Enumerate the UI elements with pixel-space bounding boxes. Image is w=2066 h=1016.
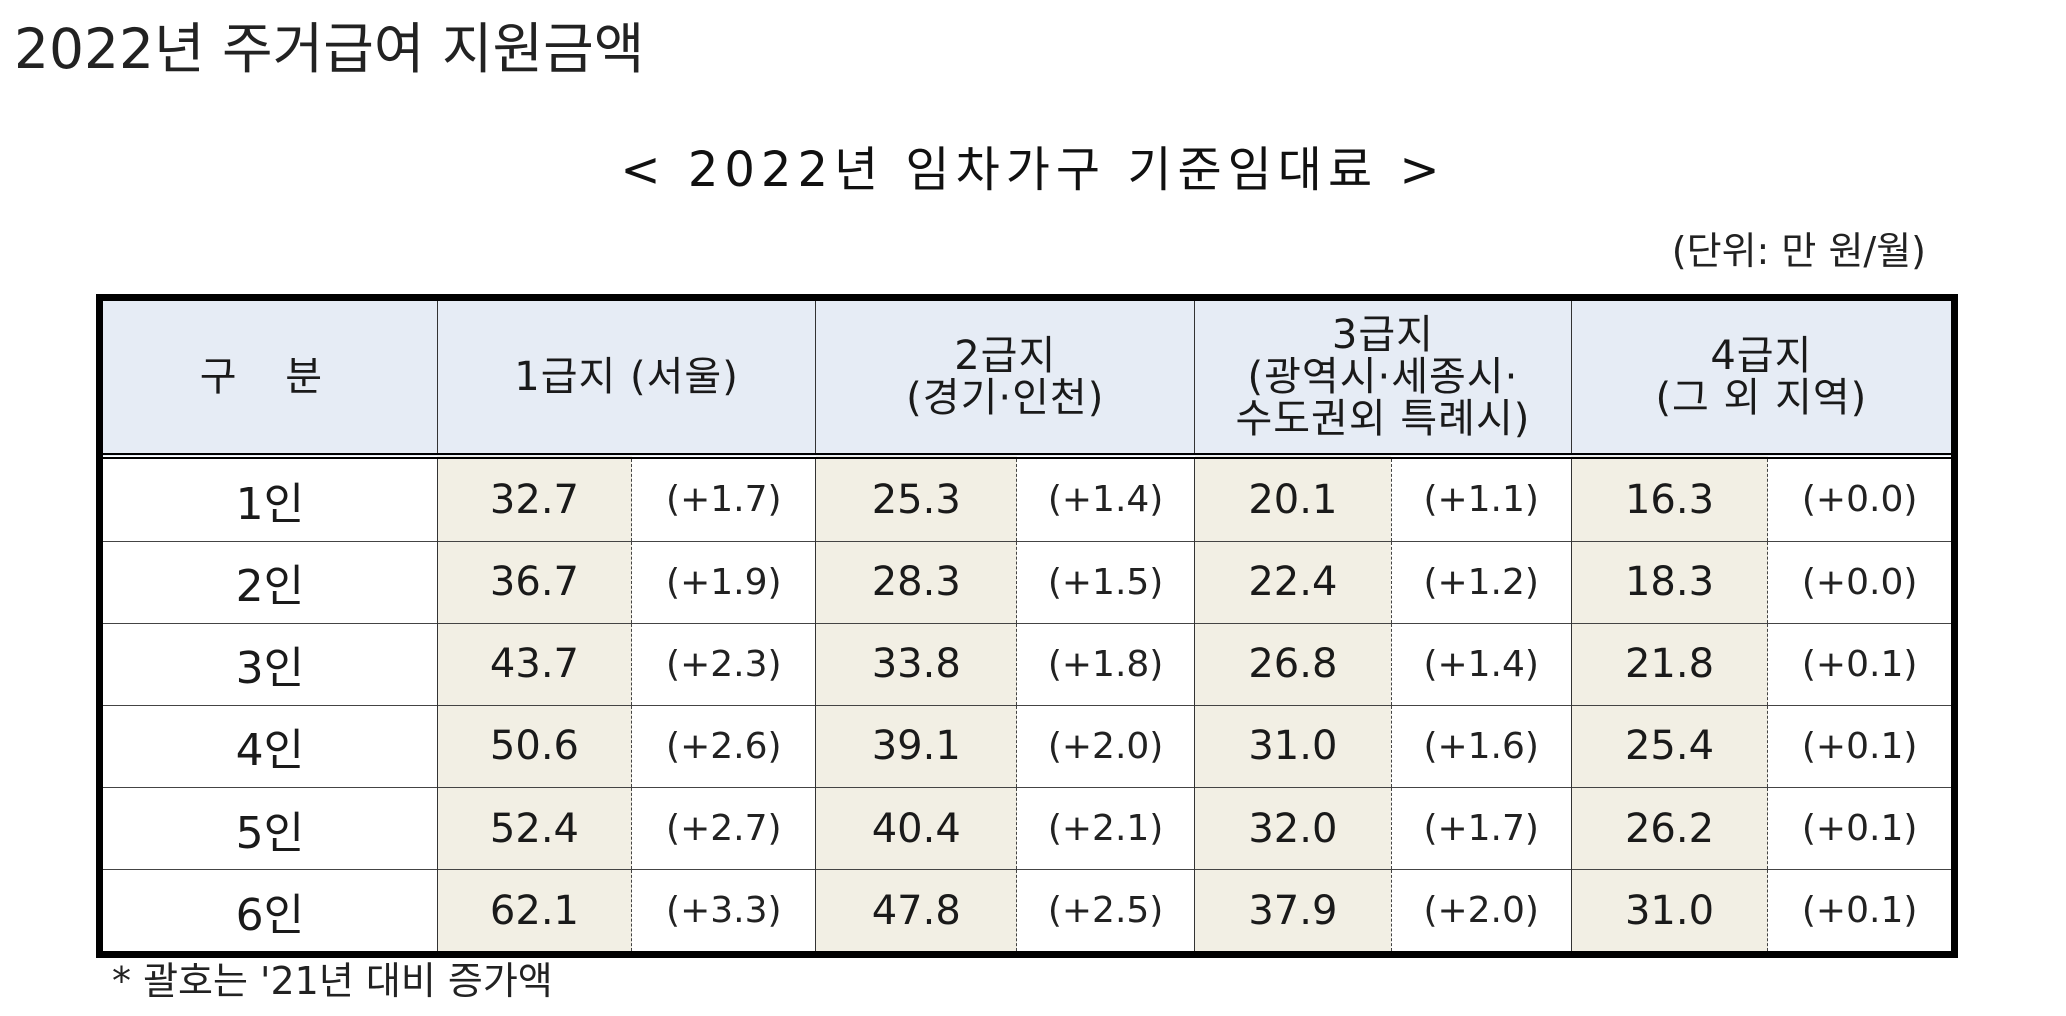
header-zone3-line1: 3급지 [1331,312,1434,358]
table-row: 1인 32.7 (+1.7) 25.3 (+1.4) 20.1 (+1.1) 1… [103,456,1951,542]
zone4-increase: (+0.1) [1767,787,1951,870]
zone2-value: 40.4 [815,787,1018,870]
table-title: < 2022년 임차가구 기준임대료 > [620,142,1446,198]
row-label: 2인 [103,541,438,624]
rent-table: 구 분 1급지 (서울) 2급지 (경기·인천) 3급지 (광역시·세종시· 수… [103,301,1951,951]
table-row: 4인 50.6 (+2.6) 39.1 (+2.0) 31.0 (+1.6) 2… [103,705,1951,788]
zone2-increase: (+2.0) [1016,705,1195,788]
zone3-increase: (+1.4) [1391,623,1572,706]
zone1-value: 50.6 [436,705,633,788]
zone4-increase: (+0.0) [1767,456,1951,542]
header-zone4: 4급지 (그 외 지역) [1570,301,1951,456]
zone3-value: 37.9 [1194,869,1392,951]
page-heading: 2022년 주거급여 지원금액 [14,17,645,81]
header-zone3: 3급지 (광역시·세종시· 수도권외 특례시) [1194,301,1572,456]
row-label: 5인 [103,787,438,870]
header-zone4-line1: 4급지 [1710,333,1813,379]
zone4-value: 26.2 [1570,787,1769,870]
zone2-increase: (+2.1) [1016,787,1195,870]
table-row: 6인 62.1 (+3.3) 47.8 (+2.5) 37.9 (+2.0) 3… [103,869,1951,951]
zone3-increase: (+1.7) [1391,787,1572,870]
footnote: * 괄호는 '21년 대비 증가액 [112,959,553,1003]
zone2-value: 33.8 [815,623,1018,706]
unit-note: (단위: 만 원/월) [1671,229,1926,273]
zone4-increase: (+0.1) [1767,869,1951,951]
zone4-increase: (+0.0) [1767,541,1951,624]
zone4-value: 25.4 [1570,705,1769,788]
header-category: 구 분 [103,301,438,456]
zone1-value: 52.4 [436,787,633,870]
header-row: 구 분 1급지 (서울) 2급지 (경기·인천) 3급지 (광역시·세종시· 수… [103,301,1951,456]
table-row: 3인 43.7 (+2.3) 33.8 (+1.8) 26.8 (+1.4) 2… [103,623,1951,706]
zone3-value: 20.1 [1194,456,1392,542]
zone1-value: 43.7 [436,623,633,706]
zone1-value: 36.7 [436,541,633,624]
row-label: 6인 [103,869,438,951]
header-zone2-line1: 2급지 [954,333,1057,379]
rent-table-frame: 구 분 1급지 (서울) 2급지 (경기·인천) 3급지 (광역시·세종시· 수… [96,294,1958,958]
zone3-value: 26.8 [1194,623,1392,706]
zone3-increase: (+2.0) [1391,869,1572,951]
row-label: 4인 [103,705,438,788]
header-zone1: 1급지 (서울) [436,301,816,456]
header-zone3-line3: 수도권외 특례시) [1235,396,1531,442]
header-zone4-line2: (그 외 지역) [1655,375,1868,421]
row-label: 1인 [103,456,438,542]
zone1-increase: (+1.7) [631,456,816,542]
zone1-increase: (+2.3) [631,623,816,706]
table-row: 2인 36.7 (+1.9) 28.3 (+1.5) 22.4 (+1.2) 1… [103,541,1951,624]
header-zone3-line2: (광역시·세종시· [1247,354,1519,400]
zone2-increase: (+2.5) [1016,869,1195,951]
table-row: 5인 52.4 (+2.7) 40.4 (+2.1) 32.0 (+1.7) 2… [103,787,1951,870]
zone2-value: 47.8 [815,869,1018,951]
zone4-value: 31.0 [1570,869,1769,951]
header-zone2: 2급지 (경기·인천) [815,301,1195,456]
zone1-increase: (+2.6) [631,705,816,788]
zone4-value: 18.3 [1570,541,1769,624]
zone1-value: 62.1 [436,869,633,951]
zone1-increase: (+1.9) [631,541,816,624]
zone4-increase: (+0.1) [1767,623,1951,706]
zone4-value: 21.8 [1570,623,1769,706]
zone3-value: 32.0 [1194,787,1392,870]
zone2-value: 39.1 [815,705,1018,788]
zone3-value: 31.0 [1194,705,1392,788]
zone2-increase: (+1.8) [1016,623,1195,706]
zone2-increase: (+1.5) [1016,541,1195,624]
zone3-increase: (+1.6) [1391,705,1572,788]
header-zone1-label: 1급지 (서울) [514,354,739,400]
zone1-increase: (+2.7) [631,787,816,870]
zone2-value: 28.3 [815,541,1018,624]
zone4-increase: (+0.1) [1767,705,1951,788]
zone1-value: 32.7 [436,456,633,542]
row-label: 3인 [103,623,438,706]
zone3-increase: (+1.1) [1391,456,1572,542]
zone4-value: 16.3 [1570,456,1769,542]
zone3-increase: (+1.2) [1391,541,1572,624]
zone1-increase: (+3.3) [631,869,816,951]
zone2-value: 25.3 [815,456,1018,542]
header-zone2-line2: (경기·인천) [906,375,1105,421]
zone3-value: 22.4 [1194,541,1392,624]
zone2-increase: (+1.4) [1016,456,1195,542]
